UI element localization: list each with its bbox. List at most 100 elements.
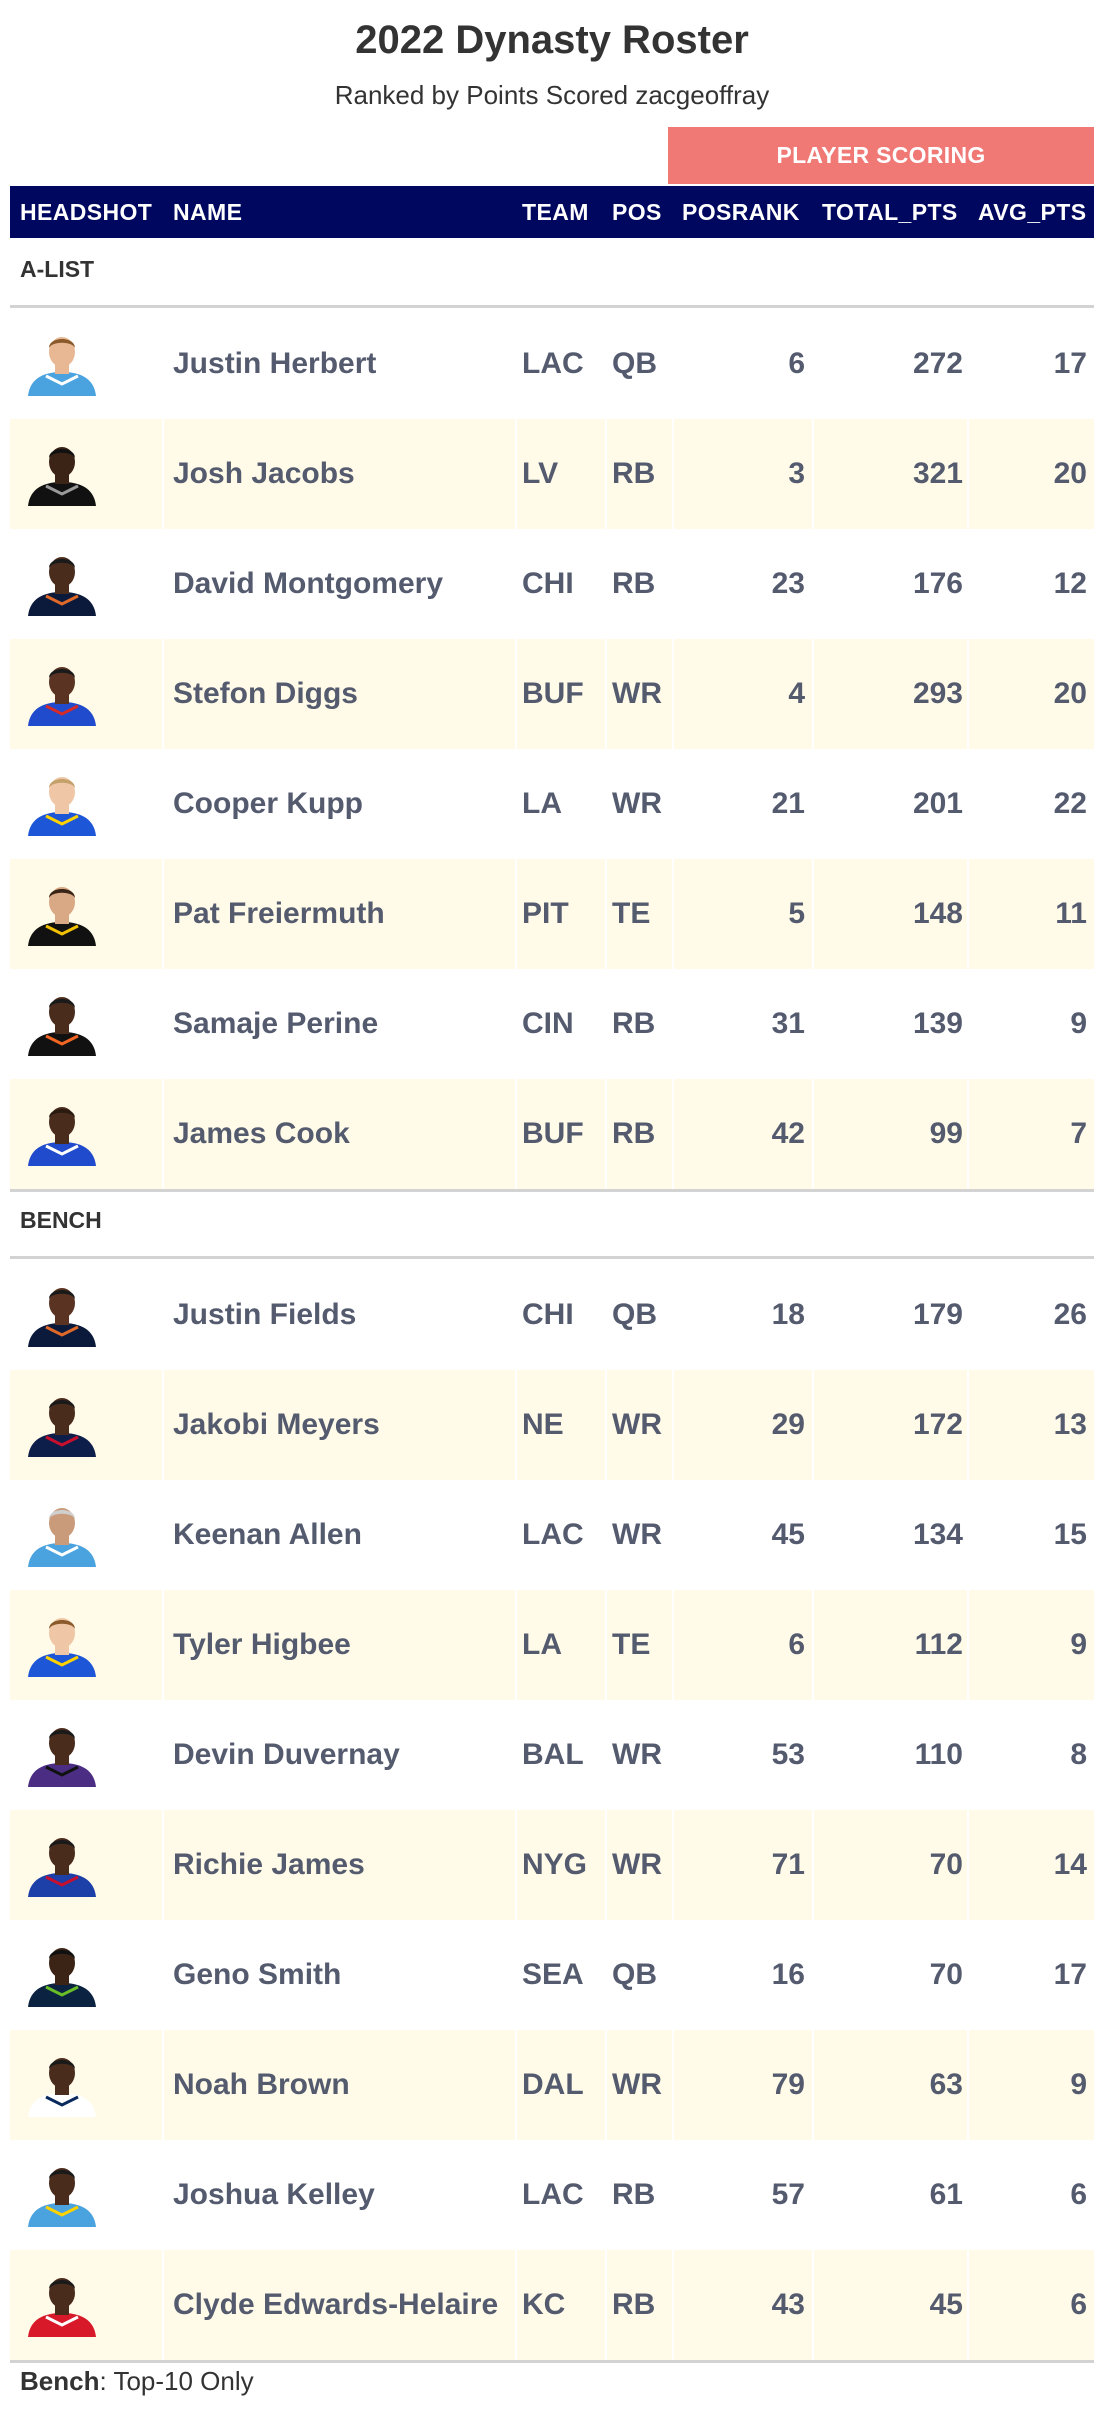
table-row[interactable]: Josh Jacobs LV RB 3 321 20 (10, 419, 1094, 529)
table-row[interactable]: Clyde Edwards-Helaire KC RB 43 45 6 (10, 2250, 1094, 2360)
column-separator (967, 639, 969, 749)
cell-posrank: 57 (771, 2178, 805, 2211)
column-separator (967, 1920, 969, 2030)
player-headshot (24, 1723, 100, 1787)
column-separator (812, 1260, 814, 1370)
column-separator (672, 639, 674, 749)
column-separator (672, 749, 674, 859)
column-separator (515, 1810, 517, 1920)
column-separator (672, 969, 674, 1079)
cell-posrank: 18 (771, 1298, 805, 1331)
column-separator (162, 1260, 164, 1370)
column-separator (515, 309, 517, 419)
cell-team: LAC (522, 2178, 584, 2211)
column-separator (162, 1079, 164, 1189)
column-separator (812, 2140, 814, 2250)
cell-posrank: 6 (788, 347, 805, 380)
cell-pos: QB (612, 1298, 657, 1331)
column-separator (515, 969, 517, 1079)
player-headshot (24, 1613, 100, 1677)
table-row[interactable]: Devin Duvernay BAL WR 53 110 8 (10, 1700, 1094, 1810)
column-separator (162, 2140, 164, 2250)
column-separator (605, 859, 607, 969)
cell-team: LAC (522, 347, 584, 380)
column-separator (672, 2140, 674, 2250)
table-row[interactable]: Geno Smith SEA QB 16 70 17 (10, 1920, 1094, 2030)
table-row[interactable]: Justin Fields CHI QB 18 179 26 (10, 1260, 1094, 1370)
column-separator (515, 1260, 517, 1370)
column-separator (672, 1260, 674, 1370)
column-header-pos[interactable]: POS (612, 199, 662, 225)
table-row[interactable]: Richie James NYG WR 71 70 14 (10, 1810, 1094, 1920)
column-separator (812, 1480, 814, 1590)
player-headshot (24, 1393, 100, 1457)
table-row[interactable]: Cooper Kupp LA WR 21 201 22 (10, 749, 1094, 859)
cell-pos: WR (612, 677, 662, 710)
column-separator (672, 859, 674, 969)
cell-total-pts: 70 (929, 1848, 963, 1881)
cell-avg-pts: 17 (1053, 347, 1087, 380)
cell-posrank: 71 (771, 1848, 805, 1881)
table-row[interactable]: David Montgomery CHI RB 23 176 12 (10, 529, 1094, 639)
table-row[interactable]: Samaje Perine CIN RB 31 139 9 (10, 969, 1094, 1079)
column-header-posrank[interactable]: POSRANK (682, 199, 800, 225)
cell-team: KC (522, 2288, 566, 2321)
column-separator (967, 1590, 969, 1700)
column-separator (672, 1480, 674, 1590)
cell-posrank: 42 (771, 1117, 805, 1150)
column-header-total-pts[interactable]: TOTAL_PTS (822, 199, 958, 225)
table-row[interactable]: Pat Freiermuth PIT TE 5 148 11 (10, 859, 1094, 969)
player-headshot (24, 2163, 100, 2227)
player-name: Devin Duvernay (173, 1738, 400, 1771)
column-separator (162, 1590, 164, 1700)
cell-posrank: 4 (788, 677, 805, 710)
table-row[interactable]: Joshua Kelley LAC RB 57 61 6 (10, 2140, 1094, 2250)
column-separator (515, 859, 517, 969)
column-separator (515, 749, 517, 859)
column-separator (967, 2140, 969, 2250)
column-separator (162, 969, 164, 1079)
column-separator (605, 1700, 607, 1810)
player-headshot (24, 1283, 100, 1347)
column-separator (672, 1810, 674, 1920)
cell-total-pts: 179 (912, 1298, 963, 1331)
player-name: Noah Brown (173, 2068, 350, 2101)
column-separator (672, 1079, 674, 1189)
cell-team: BUF (522, 677, 584, 710)
player-name: Clyde Edwards-Helaire (173, 2288, 499, 2321)
column-header-avg-pts[interactable]: AVG_PTS (978, 199, 1087, 225)
table-row[interactable]: Noah Brown DAL WR 79 63 9 (10, 2030, 1094, 2140)
cell-team: LAC (522, 1518, 584, 1551)
cell-total-pts: 272 (912, 347, 963, 380)
column-separator (605, 639, 607, 749)
table-row[interactable]: Tyler Higbee LA TE 6 112 9 (10, 1590, 1094, 1700)
column-separator (812, 2030, 814, 2140)
column-header-headshot[interactable]: HEADSHOT (20, 199, 153, 225)
cell-pos: WR (612, 2068, 662, 2101)
cell-pos: RB (612, 567, 656, 600)
column-separator (162, 2030, 164, 2140)
cell-team: SEA (522, 1958, 584, 1991)
column-header-name[interactable]: NAME (173, 199, 243, 225)
column-header-team[interactable]: TEAM (522, 199, 589, 225)
cell-avg-pts: 9 (1070, 2068, 1087, 2101)
cell-posrank: 53 (771, 1738, 805, 1771)
cell-total-pts: 70 (929, 1958, 963, 1991)
column-separator (812, 969, 814, 1079)
table-row[interactable]: James Cook BUF RB 42 99 7 (10, 1079, 1094, 1189)
column-separator (672, 309, 674, 419)
table-row[interactable]: Keenan Allen LAC WR 45 134 15 (10, 1480, 1094, 1590)
table-row[interactable]: Jakobi Meyers NE WR 29 172 13 (10, 1370, 1094, 1480)
cell-total-pts: 139 (912, 1007, 963, 1040)
cell-avg-pts: 17 (1053, 1958, 1087, 1991)
column-separator (515, 1590, 517, 1700)
table-row[interactable]: Stefon Diggs BUF WR 4 293 20 (10, 639, 1094, 749)
player-headshot (24, 332, 100, 396)
cell-team: BAL (522, 1738, 584, 1771)
group-divider (10, 1256, 1094, 1259)
player-headshot (24, 442, 100, 506)
column-separator (605, 419, 607, 529)
player-name: Justin Fields (173, 1298, 357, 1331)
table-row[interactable]: Justin Herbert LAC QB 6 272 17 (10, 309, 1094, 419)
player-headshot (24, 552, 100, 616)
